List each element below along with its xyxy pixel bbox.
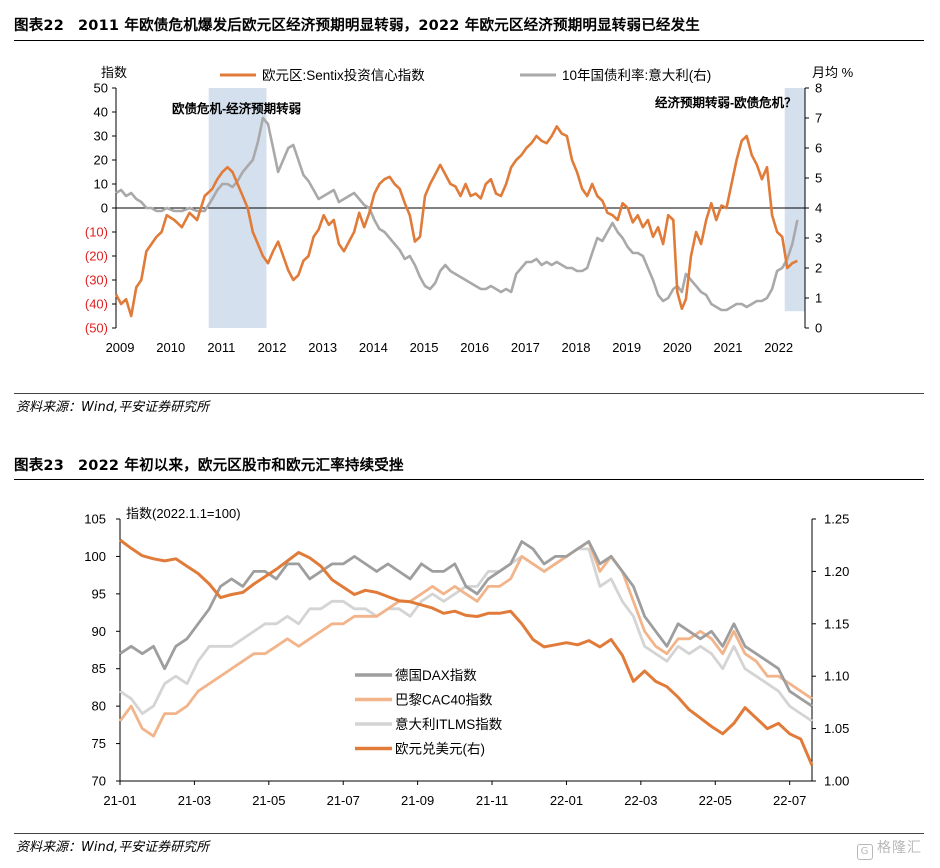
series-line-2 [115,116,799,312]
y-left-tick-label: 85 [92,661,106,676]
y-right-tick-label: 1.20 [824,564,849,579]
y-right-tick-label: 7 [815,111,822,126]
y-left-tick-label: 50 [94,81,108,96]
y-left-axis-label: 指数(2022.1.1=100) [126,506,241,521]
y-left-tick-label: (20) [85,249,108,264]
y-right-tick-label: 1 [815,291,822,306]
annotation-right: 经济预期转弱-欧债危机？ [655,95,797,110]
y-left-tick-label: (50) [85,321,108,336]
x-tick-label: 2013 [308,340,337,355]
figure1-title-text: 2011 年欧债危机爆发后欧元区经济预期明显转弱，2022 年欧元区经济预期明显… [77,18,700,34]
x-tick-label: 2019 [612,340,641,355]
y-left-tick-label: 75 [92,736,106,751]
x-tick-label: 2021 [714,340,743,355]
x-tick-label: 2010 [156,340,185,355]
x-tick-label: 2009 [106,340,135,355]
y-left-tick-label: 80 [92,699,106,714]
y-right-tick-label: 1.00 [824,774,849,789]
x-tick-label: 22-03 [624,793,657,808]
x-tick-label: 22-05 [699,793,732,808]
y-right-tick-label: 1.10 [824,669,849,684]
x-tick-label: 2017 [511,340,540,355]
figure1-bottom-rule [14,393,924,394]
figure1-chart: 50403020100(10)(20)(30)(40)(50)876543210… [85,65,854,355]
y-left-tick-label: 70 [92,774,106,789]
y-right-tick-label: 1.05 [824,721,849,736]
x-tick-label: 21-09 [401,793,434,808]
series-line-1 [114,125,798,318]
x-tick-label: 2011 [207,340,235,355]
y-right-tick-label: 2 [815,261,822,276]
figure2-top-rule [14,479,924,480]
x-tick-label: 2022 [764,340,793,355]
figure2-title-text: 2022 年初以来，欧元区股市和欧元汇率持续受挫 [77,458,404,474]
y-right-tick-label: 4 [815,201,822,216]
figure2-title: 图表23 2022 年初以来，欧元区股市和欧元汇率持续受挫 [14,454,404,475]
annotation-left: 欧债危机-经济预期转弱 [172,101,301,116]
y-right-tick-label: 3 [815,231,822,246]
legend-label-1: 欧元区:Sentix投资信心指数 [262,68,425,83]
y-left-tick-label: 40 [94,105,108,120]
y-left-tick-label: 95 [92,586,106,601]
figure1-title: 图表22 2011 年欧债危机爆发后欧元区经济预期明显转弱，2022 年欧元区经济… [14,14,700,35]
watermark-text: 格隆汇 [877,840,922,856]
y-left-axis-label: 指数 [101,65,127,80]
x-tick-label: 2016 [460,340,489,355]
x-tick-label: 2018 [562,340,591,355]
x-tick-label: 21-11 [476,793,508,808]
series-line-2 [118,540,813,738]
figure1-label: 图表22 [14,18,64,34]
y-right-axis-label: 月均 % [812,65,854,80]
x-tick-label: 21-03 [178,793,211,808]
y-right-tick-label: 8 [815,81,822,96]
x-tick-label: 22-07 [773,793,806,808]
x-tick-label: 21-05 [252,793,285,808]
y-left-tick-label: 30 [94,129,108,144]
figure2-bottom-rule [14,833,924,834]
x-tick-label: 2015 [410,340,439,355]
x-tick-label: 2020 [663,340,692,355]
figure1-top-rule [14,40,924,41]
y-left-tick-label: 20 [94,153,108,168]
y-left-tick-label: (30) [85,273,108,288]
y-left-tick-label: 0 [101,201,108,216]
x-tick-label: 2014 [359,340,388,355]
x-tick-label: 21-07 [327,793,360,808]
y-left-tick-label: (10) [85,225,108,240]
legend-label-2: 10年国债利率:意大利(右) [562,67,711,83]
figure2-label: 图表23 [14,458,64,474]
y-right-tick-label: 1.15 [824,616,849,631]
y-left-tick-label: 100 [84,549,106,564]
y-left-tick-label: 10 [94,177,108,192]
series-line-1 [119,540,813,708]
x-tick-label: 22-01 [550,793,583,808]
y-right-tick-label: 6 [815,141,822,156]
y-left-tick-label: 105 [84,512,106,527]
series-line-4 [119,538,814,766]
legend-label-3: 意大利ITLMS指数 [395,716,503,732]
watermark: G 格隆汇 [857,837,922,860]
watermark-logo-icon: G [857,844,873,860]
y-right-tick-label: 5 [815,171,822,186]
y-right-tick-label: 1.25 [824,512,849,527]
y-left-tick-label: (40) [85,297,108,312]
figure2-source: 资料来源：Wind,平安证券研究所 [16,840,210,855]
legend-label-1: 德国DAX指数 [395,668,477,683]
figure1-source: 资料来源：Wind,平安证券研究所 [16,400,210,415]
y-right-tick-label: 0 [815,321,822,336]
legend-label-4: 欧元兑美元(右) [395,742,485,757]
y-left-tick-label: 90 [92,624,106,639]
legend-label-2: 巴黎CAC40指数 [395,693,493,708]
x-tick-label: 21-01 [103,793,136,808]
x-tick-label: 2012 [258,340,287,355]
